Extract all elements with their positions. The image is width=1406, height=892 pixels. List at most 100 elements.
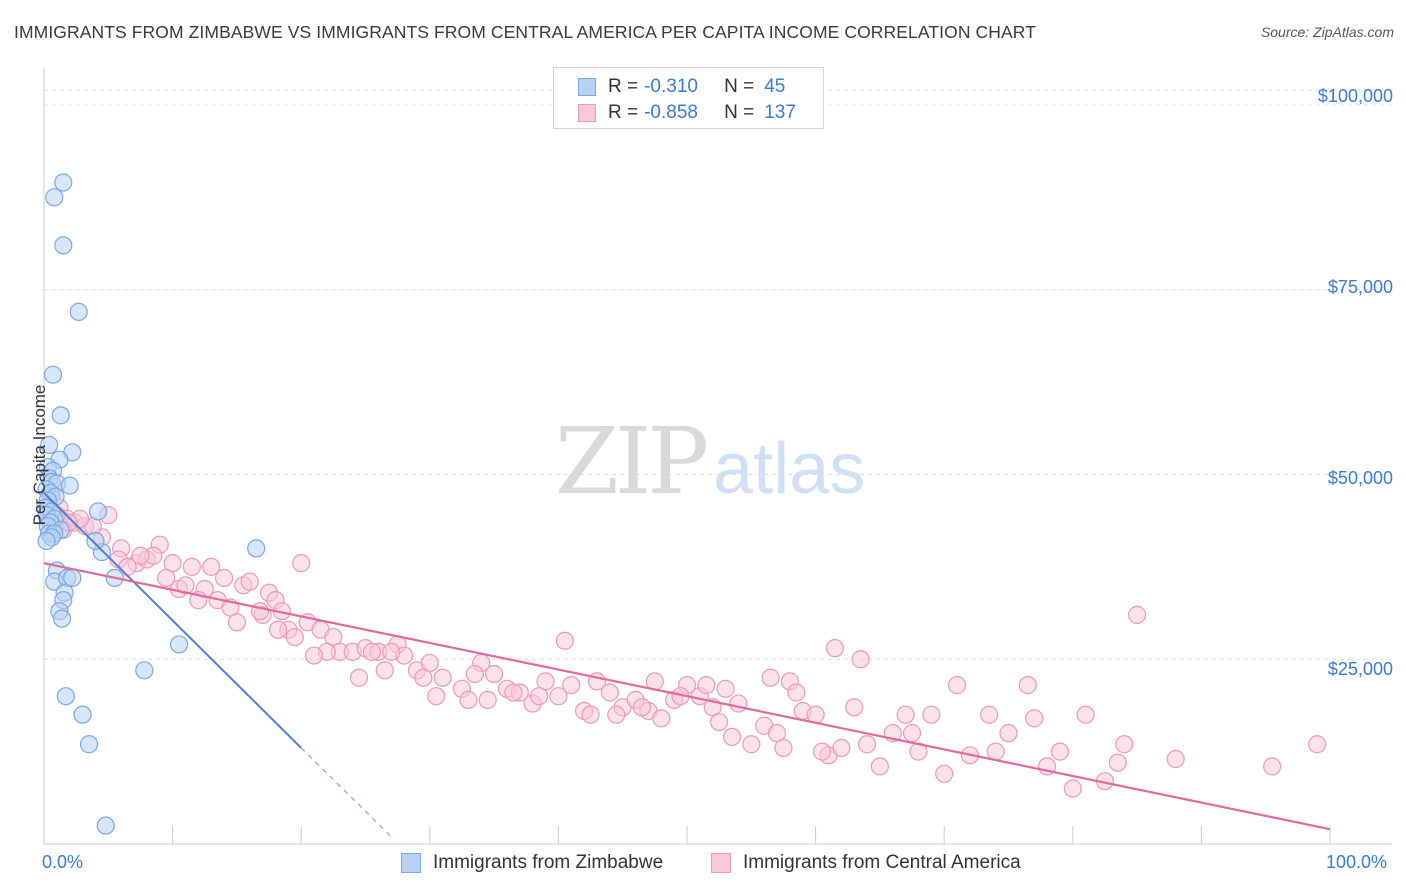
central-america-point [710,712,729,732]
central-america-point [1108,753,1127,772]
zimbabwe-point [96,816,115,835]
central-america-point [722,727,742,746]
central-america-point [182,557,201,576]
zimbabwe-point [79,735,99,754]
central-america-point [980,705,999,724]
zimbabwe-point [40,435,59,455]
central-america-point [176,576,195,595]
chart-title: IMMIGRANTS FROM ZIMBABWE VS IMMIGRANTS F… [14,22,1036,42]
central-america-point [555,631,574,650]
central-america-point [304,646,324,665]
legend-row-zimbabwe: R = -0.310 N = 45 [578,75,785,99]
central-america-point [1025,709,1044,728]
zimbabwe-point [86,531,105,551]
y-tick-label: $50,000 [1327,468,1393,488]
central-america-point [632,698,652,717]
x-tick-label-min: 0.0% [42,852,84,872]
central-america-point [562,676,581,695]
zimbabwe-point [54,173,73,192]
central-america-point [214,568,234,588]
legend-row-central-america: R = -0.858 N = 137 [578,101,796,125]
correlation-legend: R = -0.310 N = 45 R = -0.858 N = 137 [553,67,824,129]
y-tick-label: $75,000 [1327,277,1393,297]
central-america-point [1018,676,1037,695]
zimbabwe-point [69,302,88,321]
zimbabwe-point [135,661,154,680]
legend-swatch-pink [711,853,731,873]
central-america-point [530,687,549,706]
legend-n-value: 45 [764,76,786,97]
central-america-point [382,642,401,661]
legend-r-value: -0.858 [644,102,698,123]
series-legend: Immigrants from Zimbabwe Immigrants from… [0,852,1406,878]
central-america-point [240,572,259,591]
central-america-point [607,705,626,724]
central-america-point [375,661,394,680]
central-america-point [433,668,452,687]
central-america-point [504,683,523,702]
y-tick-label: $100,000 [1317,86,1393,106]
central-america-point [600,683,619,702]
chart-source: Source: ZipAtlas.com [1260,24,1394,40]
legend-swatch-pink [578,104,596,122]
y-tick-label: $25,000 [1327,659,1393,679]
x-tick-label-max: 100.0% [1326,852,1388,872]
zimbabwe-trend-line [43,492,302,749]
central-america-point [478,690,497,709]
legend-n-value: 137 [764,102,796,123]
legend-item-label: Immigrants from Zimbabwe [433,852,664,873]
central-america-point [414,668,433,687]
central-america-point [285,627,304,647]
central-america-point [292,554,311,573]
legend-item-label: Immigrants from Central America [743,852,1021,873]
central-america-point [427,687,446,706]
central-america-trend-line [43,562,1331,831]
central-america-point [697,676,716,695]
zimbabwe-point [56,687,75,706]
central-america-point [362,642,382,661]
central-america-point [1308,735,1327,754]
legend-item-central-america[interactable]: Immigrants from Central America [711,852,1021,874]
central-america-point [202,557,221,576]
zimbabwe-point [88,502,108,521]
legend-swatch-blue [401,853,421,873]
zimbabwe-point [247,539,266,558]
central-america-point [1050,742,1070,761]
y-axis-label: Per Capita Income [30,384,49,526]
central-america-point [761,668,780,687]
zimbabwe-point [73,705,92,724]
central-america-point [825,639,844,658]
central-america-point [459,690,478,709]
central-america-point [157,568,176,588]
central-america-point [581,705,600,724]
zimbabwe-point [43,365,63,384]
central-america-point [250,602,270,621]
central-america-point [716,679,735,698]
zimbabwe-point [60,476,79,495]
legend-r-value: -0.310 [644,76,698,97]
legend-r-label: R = [608,76,639,97]
central-america-point [999,724,1018,743]
zimbabwe-point [37,531,56,551]
central-america-point [947,676,967,695]
legend-item-zimbabwe[interactable]: Immigrants from Zimbabwe [401,852,663,874]
central-america-point [935,764,954,783]
central-america-point [131,546,150,565]
legend-n-label: N = [724,102,755,123]
zimbabwe-point [45,188,64,207]
legend-swatch-blue [578,78,596,96]
central-america-point [349,668,369,687]
central-america-point [465,664,484,684]
zimbabwe-point [52,609,72,628]
central-america-point [986,742,1005,761]
central-america-point [902,724,922,743]
central-america-point [549,687,568,706]
central-america-point [268,620,288,639]
central-america-point [1076,705,1095,724]
legend-r-label: R = [608,102,639,123]
legend-n-label: N = [724,76,755,97]
central-america-point [485,664,504,684]
central-america-point [742,735,761,754]
central-america-point [812,742,832,761]
central-america-point [1166,749,1185,769]
